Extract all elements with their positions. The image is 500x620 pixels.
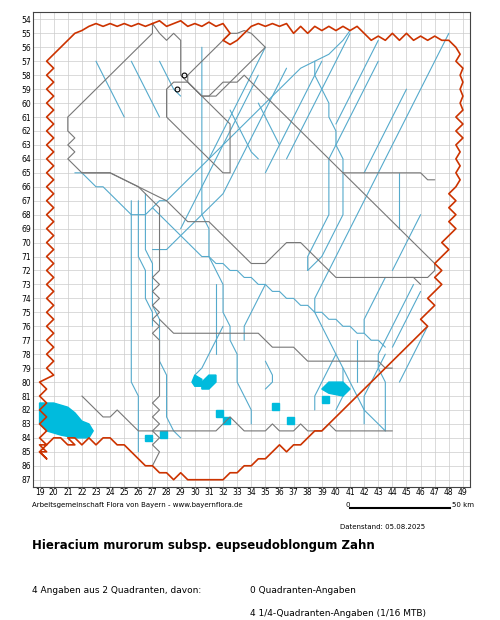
Text: 4 1/4-Quadranten-Angaben (1/16 MTB): 4 1/4-Quadranten-Angaben (1/16 MTB) [250,609,426,619]
Text: 0: 0 [345,502,350,508]
Text: Arbeitsgemeinschaft Flora von Bayern - www.bayernflora.de: Arbeitsgemeinschaft Flora von Bayern - w… [32,502,243,508]
Polygon shape [202,375,216,389]
Polygon shape [272,403,280,410]
Polygon shape [322,396,329,403]
Text: 0 Quadranten-Angaben: 0 Quadranten-Angaben [250,586,356,595]
Polygon shape [216,410,223,417]
Polygon shape [40,403,93,438]
Text: Datenstand: 05.08.2025: Datenstand: 05.08.2025 [340,524,425,530]
Polygon shape [146,435,152,441]
Text: 4 Angaben aus 2 Quadranten, davon:: 4 Angaben aus 2 Quadranten, davon: [32,586,202,595]
Text: Hieracium murorum subsp. eupseudoblongum Zahn: Hieracium murorum subsp. eupseudoblongum… [32,539,375,552]
Polygon shape [223,417,230,424]
Polygon shape [322,382,350,396]
Text: 50 km: 50 km [452,502,474,508]
Polygon shape [192,375,202,386]
Polygon shape [160,431,166,438]
Polygon shape [286,417,294,424]
